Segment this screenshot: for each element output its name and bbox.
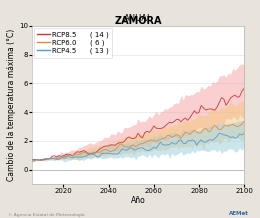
Title: ZAMORA: ZAMORA bbox=[114, 16, 162, 26]
Text: © Agencia Estatal de Meteorología: © Agencia Estatal de Meteorología bbox=[8, 213, 85, 217]
Legend: RCP8.5      ( 14 ), RCP6.0      ( 6 ), RCP4.5      ( 13 ): RCP8.5 ( 14 ), RCP6.0 ( 6 ), RCP4.5 ( 13… bbox=[34, 28, 112, 58]
Text: ANUAL: ANUAL bbox=[124, 14, 152, 23]
X-axis label: Año: Año bbox=[131, 196, 145, 204]
Text: AEMet: AEMet bbox=[229, 211, 249, 216]
Y-axis label: Cambio de la temperatura máxima (°C): Cambio de la temperatura máxima (°C) bbox=[7, 29, 16, 181]
